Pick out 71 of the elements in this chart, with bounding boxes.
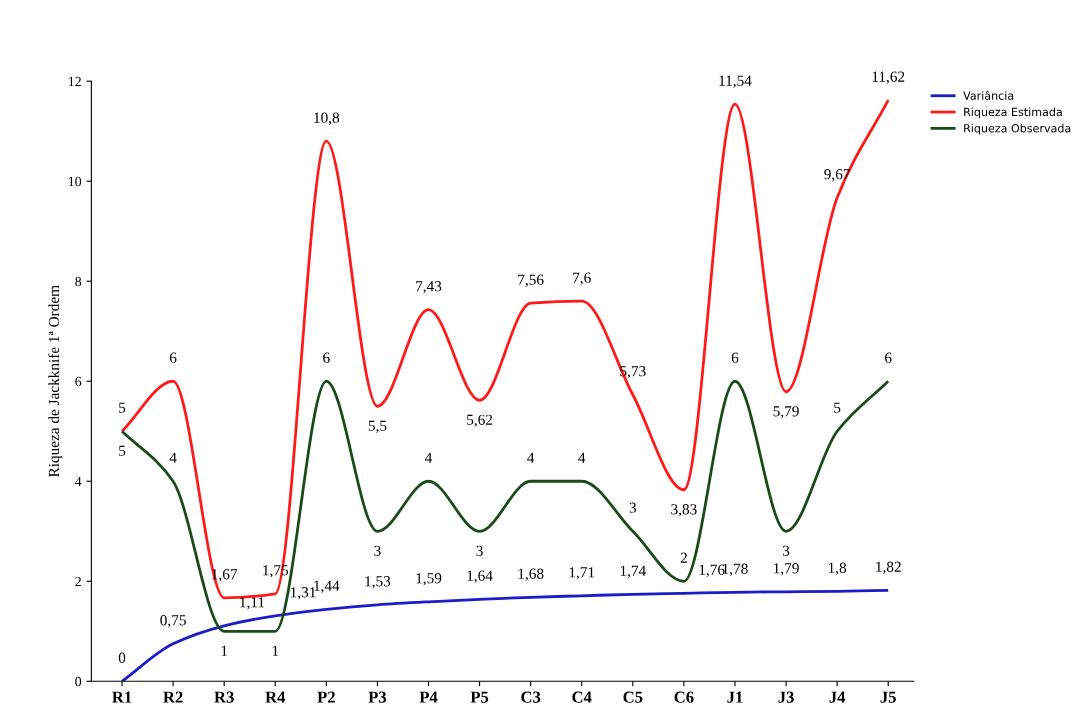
x-tick-label: R4 (265, 691, 286, 703)
y-tick-label: 0 (75, 676, 82, 687)
data-label: 1 (221, 645, 228, 656)
data-label: 7,56 (518, 274, 544, 288)
data-label: 10,8 (314, 112, 340, 125)
data-label: 1 (272, 645, 279, 656)
data-label: 3 (374, 545, 381, 556)
data-label: 6 (885, 352, 892, 363)
data-label: 11,54 (719, 75, 752, 88)
data-label: 5,62 (467, 414, 493, 428)
x-tick-label: P5 (470, 691, 489, 703)
data-label: 5,79 (773, 406, 799, 419)
x-tick-label: J5 (880, 691, 896, 703)
data-label: 5,5 (368, 420, 387, 434)
data-label: 1,11 (240, 597, 265, 610)
data-label: 7,6 (573, 272, 591, 286)
legend-label: Variância (963, 90, 1014, 100)
data-label: 1,64 (467, 570, 493, 584)
y-axis-title: Riqueza de Jackknife 1ª Ordem (48, 285, 63, 478)
data-label: 2 (680, 552, 687, 563)
data-label: 1,8 (828, 562, 847, 576)
y-tick-label: 10 (68, 176, 82, 187)
x-tick-label: R1 (112, 691, 132, 703)
data-label: 1,44 (314, 580, 340, 594)
data-label: 5 (119, 445, 126, 456)
x-tick-label: C6 (674, 691, 694, 703)
data-label: 4 (424, 452, 433, 463)
y-tick-label: 6 (75, 376, 82, 387)
data-label: 6 (323, 352, 330, 363)
x-tick-label: J1 (727, 691, 743, 703)
data-label: 4 (527, 452, 535, 463)
x-tick-label: P3 (368, 691, 387, 703)
data-label: 7,43 (416, 281, 442, 294)
data-label: 1,53 (365, 576, 391, 589)
data-label: 1,82 (876, 561, 901, 575)
data-label: 5 (119, 402, 126, 413)
y-tick-label: 12 (68, 76, 81, 87)
y-tick-label: 2 (75, 576, 81, 587)
x-tick-label: P4 (419, 691, 438, 703)
data-label: 1,68 (518, 568, 544, 582)
legend-label: Riqueza Observada (964, 123, 1071, 135)
x-tick-label: C4 (572, 691, 592, 703)
data-label: 1,79 (774, 563, 799, 576)
legend-label: Riqueza Estimada (964, 107, 1062, 119)
data-label: 5 (834, 402, 841, 413)
data-label: 1,78 (722, 563, 748, 577)
x-tick-label: C5 (623, 691, 643, 703)
data-label: 1,71 (569, 567, 595, 580)
data-label: 4 (578, 452, 586, 463)
data-label: 4 (169, 452, 177, 463)
y-tick-label: 8 (75, 276, 82, 287)
data-label: 11,62 (872, 71, 905, 84)
x-tick-label: J3 (778, 691, 794, 703)
data-label: 6 (731, 352, 739, 363)
data-label: 1,76 (699, 564, 725, 578)
data-label: 3 (476, 545, 483, 556)
data-label: 1,31 (291, 587, 316, 600)
y-tick-label: 4 (74, 476, 82, 487)
data-label: 3,83 (671, 504, 697, 517)
data-label: 6 (169, 352, 177, 363)
data-label: 3 (782, 545, 790, 556)
x-tick-label: R2 (163, 691, 183, 703)
data-label: 1,59 (416, 573, 442, 586)
data-label: 0,75 (160, 615, 186, 628)
x-tick-label: P2 (317, 691, 335, 703)
data-label: 0 (118, 652, 126, 663)
x-tick-label: R3 (214, 691, 234, 703)
data-label: 3 (629, 502, 637, 513)
data-label: 1,74 (620, 565, 646, 579)
x-tick-label: C3 (521, 691, 541, 703)
x-tick-label: J4 (829, 691, 846, 703)
